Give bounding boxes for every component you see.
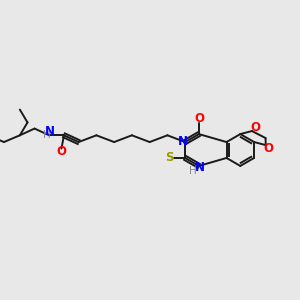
Text: N: N — [45, 125, 55, 138]
Text: H: H — [43, 130, 51, 140]
Text: O: O — [250, 122, 260, 134]
Text: O: O — [194, 112, 204, 125]
Text: O: O — [56, 145, 67, 158]
Text: S: S — [165, 152, 173, 164]
Text: O: O — [264, 142, 274, 155]
Text: N: N — [195, 160, 205, 174]
Text: H: H — [189, 166, 197, 176]
Text: N: N — [178, 135, 188, 148]
